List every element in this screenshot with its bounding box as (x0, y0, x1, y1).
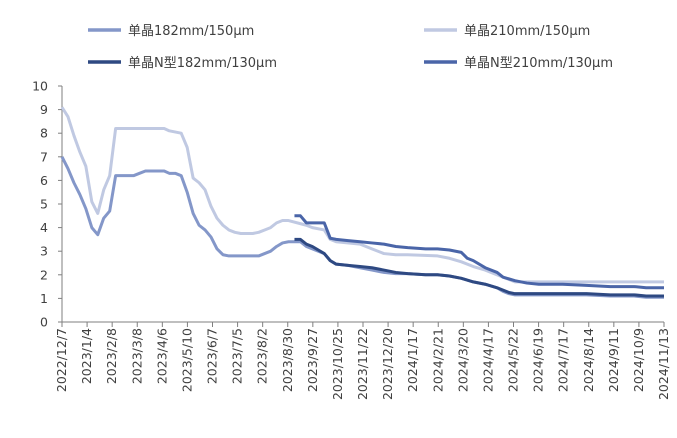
x-tick-label: 2023/7/5 (230, 328, 245, 384)
x-tick-label: 2024/10/9 (631, 328, 646, 392)
x-tick-label: 2024/1/17 (405, 328, 420, 392)
legend: 单晶182mm/150μm 单晶210mm/150μm 单晶N型182mm/130μ… (88, 24, 613, 71)
x-tick-label: 2023/10/25 (330, 328, 345, 400)
x-tick-label: 2023/3/8 (129, 328, 144, 384)
x-tick-label: 2024/3/20 (455, 328, 470, 392)
x-tick-label: 2023/1/4 (79, 328, 94, 384)
y-tick-label: 7 (40, 149, 48, 164)
legend-label-1: 单晶182mm/150μm (128, 24, 254, 39)
series-line-4 (294, 214, 664, 290)
y-tick-label: 3 (40, 244, 48, 259)
y-tick-label: 2 (40, 267, 48, 282)
x-tick-label: 2023/12/20 (380, 328, 395, 400)
x-axis: 2022/12/7 2023/1/4 2023/2/8 2023/3/8 2023/4/… (54, 321, 671, 400)
y-tick-label: 4 (40, 220, 48, 235)
y-tick-label: 8 (40, 126, 48, 141)
y-tick-label: 0 (40, 315, 48, 330)
x-tick-label: 2022/12/7 (54, 328, 69, 392)
y-tick-label: 9 (40, 102, 48, 117)
y-tick-label: 6 (40, 173, 48, 188)
series-line-2 (60, 106, 664, 284)
y-tick-label: 1 (40, 291, 48, 306)
x-tick-label: 2023/11/22 (355, 328, 370, 400)
x-tick-label: 2024/2/21 (430, 328, 445, 392)
y-tick-label: 10 (32, 79, 48, 94)
x-tick-label: 2023/2/8 (104, 328, 119, 384)
x-tick-label: 2023/6/7 (205, 328, 220, 384)
x-tick-label: 2024/5/22 (506, 328, 521, 392)
x-tick-label: 2024/4/17 (480, 328, 495, 392)
series-line-1 (60, 156, 664, 299)
legend-label-3: 单晶N型182mm/130μm (128, 56, 277, 71)
x-tick-label: 2024/9/11 (606, 328, 621, 392)
x-tick-label: 2023/8/30 (280, 328, 295, 392)
series-layer (60, 106, 664, 299)
series-line-3 (294, 237, 664, 298)
legend-label-4: 单晶N型210mm/130μm (464, 56, 613, 71)
x-tick-label: 2023/9/27 (305, 328, 320, 392)
x-tick-label: 2023/4/6 (154, 328, 169, 384)
x-tick-label: 2023/8/2 (255, 328, 270, 384)
x-tick-label: 2024/11/13 (656, 328, 671, 400)
x-tick-label: 2023/5/10 (179, 328, 194, 392)
x-tick-label: 2024/7/17 (556, 328, 571, 392)
legend-label-2: 单晶210mm/150μm (464, 24, 590, 39)
x-tick-label: 2024/8/14 (581, 328, 596, 392)
y-axis: 0 1 2 3 4 5 6 7 8 9 10 (32, 79, 63, 330)
x-tick-label: 2024/6/19 (531, 328, 546, 392)
y-tick-label: 5 (40, 197, 48, 212)
